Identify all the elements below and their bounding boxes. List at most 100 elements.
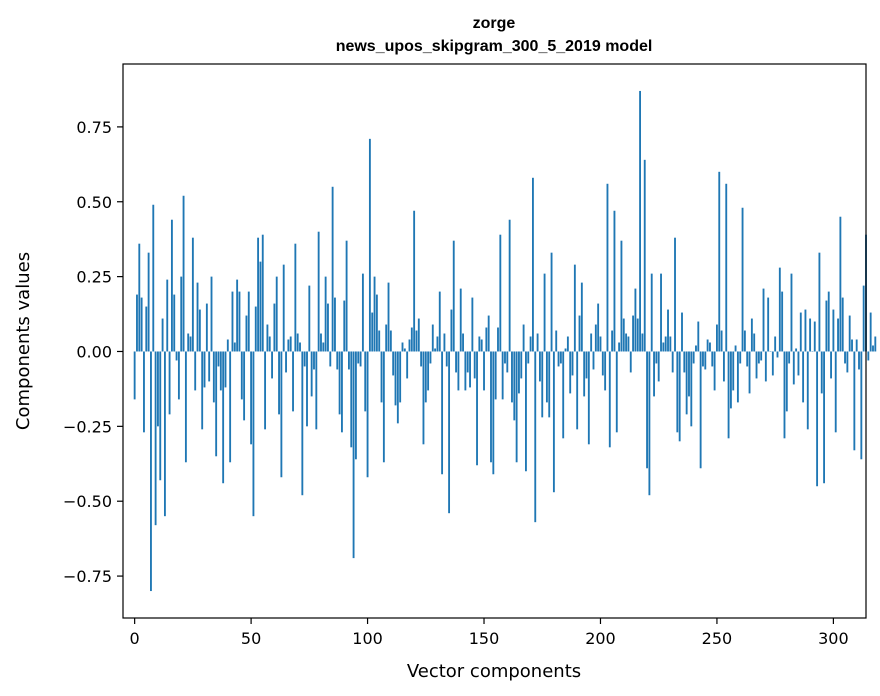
bar [732,351,735,391]
bar [753,333,756,352]
bar [203,351,206,388]
bar [166,279,169,352]
bar [224,351,227,388]
bar [511,351,513,403]
bar [697,321,700,352]
bar [601,351,604,376]
bar [170,219,173,352]
bar [683,351,686,373]
bar [226,339,229,352]
bar [320,333,322,352]
bar [159,351,162,481]
bar [373,276,376,352]
bar [413,210,416,352]
bar [615,351,618,433]
bar [394,351,397,406]
bar [417,318,420,352]
bar [564,348,567,352]
bar [771,351,774,376]
bar [143,351,145,433]
bar [559,351,562,364]
bar [334,297,336,352]
bar [299,342,301,352]
bar [296,333,299,352]
x-tick-label: 100 [352,629,383,648]
bar [718,171,721,352]
y-tick-label: −0.25 [63,417,112,436]
bar [359,351,362,367]
bar [625,333,628,352]
x-tick-label: 50 [241,629,261,648]
bar [429,351,432,364]
bar [576,351,579,430]
chart-subtitle: news_upos_skipgram_300_5_2019 model [336,38,653,55]
bar [776,351,779,358]
bar [860,351,863,460]
bar [674,237,676,352]
bar [688,351,690,397]
bar [322,342,325,352]
bar [764,351,767,382]
bar [848,315,851,352]
bar [629,351,632,373]
bar [315,351,318,430]
bar [490,351,492,463]
bar [494,351,497,400]
bar [434,348,437,352]
bar [646,351,648,469]
bar [410,327,413,352]
y-tick-label: 0.25 [76,268,112,287]
bar [806,351,809,430]
bar [746,351,749,367]
bar [431,324,434,352]
bar [823,351,825,484]
bar [150,351,152,592]
bar [827,291,830,352]
bar [606,183,609,352]
bar [834,351,837,433]
bar [268,336,271,352]
bar [755,351,758,379]
bar [692,351,695,364]
bar [844,351,846,364]
bar [578,315,581,352]
bar [872,345,874,352]
bar [289,336,292,352]
bar [702,351,704,367]
bar [380,351,383,403]
bar [727,351,730,439]
bar [781,291,784,352]
bar [750,318,753,352]
bar [650,273,653,352]
bar [194,351,197,391]
bar [385,324,388,352]
bar [427,351,430,391]
bar [259,261,262,352]
bar [212,351,215,403]
bar [839,216,842,352]
bar [443,333,446,352]
bar [541,351,544,418]
bar [566,336,569,352]
bar [306,351,308,427]
bar [366,351,369,478]
plot-frame [122,63,867,619]
bar [497,327,499,352]
bar [473,351,476,379]
bar [245,315,248,352]
chart-title: zorge [473,15,516,32]
bar [187,333,190,352]
x-tick-label: 0 [130,629,140,648]
bar [664,336,667,352]
bar [161,318,164,352]
bars-group [133,90,877,592]
bar [177,351,180,400]
bar [529,336,532,352]
bar [445,351,448,367]
bar [874,336,877,352]
bar [636,318,639,352]
bar [285,351,287,373]
bar [557,351,560,367]
bar [247,291,250,352]
